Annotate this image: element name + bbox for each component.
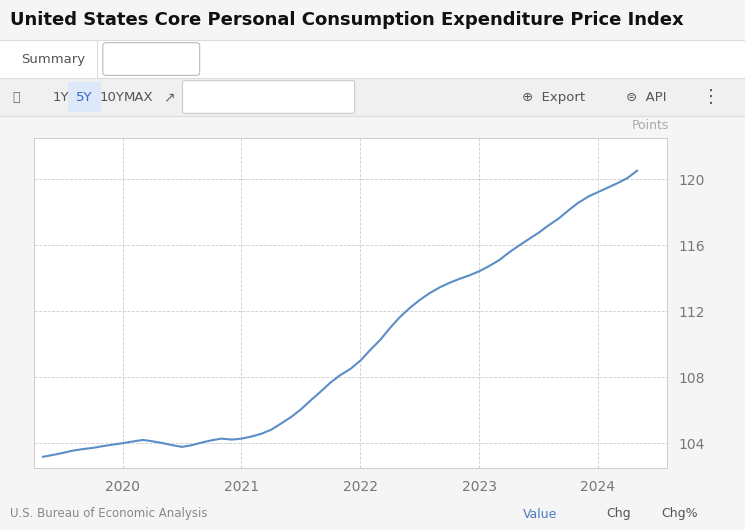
Text: ⋮: ⋮	[703, 88, 720, 106]
Text: Chg: Chg	[606, 508, 631, 520]
Text: 🗓: 🗓	[13, 91, 20, 103]
Text: Points: Points	[632, 119, 669, 131]
Text: 10Y: 10Y	[99, 91, 124, 103]
Text: MAX: MAX	[124, 91, 153, 103]
Text: Value: Value	[523, 508, 557, 520]
Text: Chg%: Chg%	[661, 508, 698, 520]
Text: Summary: Summary	[21, 52, 85, 66]
Text: Download  ▾: Download ▾	[104, 52, 185, 66]
Text: 1Y: 1Y	[53, 91, 69, 103]
Text: 5Y: 5Y	[76, 91, 92, 103]
Text: ⊜  API: ⊜ API	[626, 91, 666, 103]
Text: ↗: ↗	[162, 90, 174, 104]
Text: U.S. Bureau of Economic Analysis: U.S. Bureau of Economic Analysis	[10, 508, 208, 520]
Text: United States Core Personal Consumption Expenditure Price Index: United States Core Personal Consumption …	[10, 11, 684, 29]
Text: Compare +: Compare +	[211, 91, 286, 103]
Text: ⊕  Export: ⊕ Export	[522, 91, 585, 103]
